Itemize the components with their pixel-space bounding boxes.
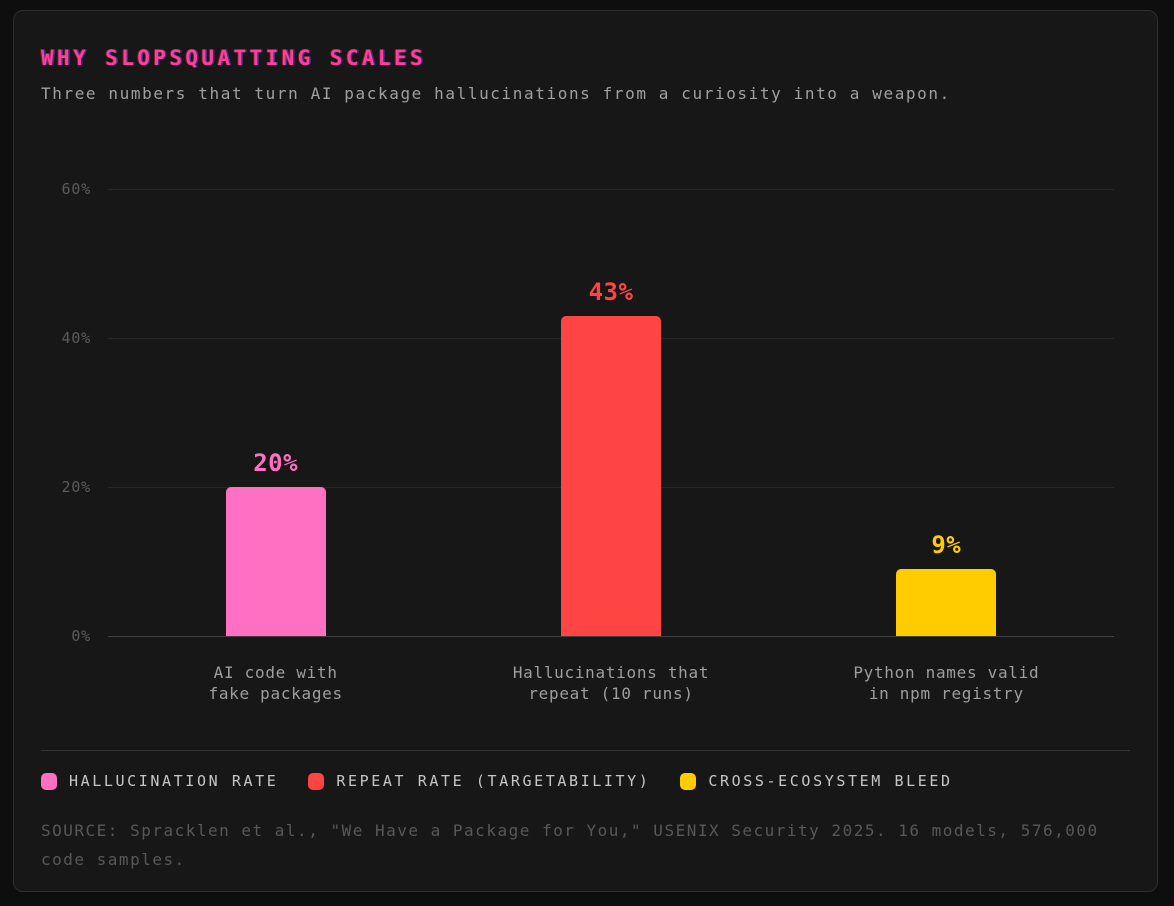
legend-item-hallucination-rate: HALLUCINATION RATE: [41, 772, 278, 790]
y-tick-40: 40%: [61, 328, 91, 347]
bar-value-label: 9%: [931, 530, 962, 559]
bar-column-repeat-rate: 43%: [443, 189, 778, 636]
chart-legend: HALLUCINATION RATE REPEAT RATE (TARGETAB…: [41, 772, 1130, 790]
legend-swatch-pink: [41, 772, 57, 790]
legend-divider: [41, 750, 1130, 751]
plot-area: 20% 43% 9%: [108, 189, 1114, 637]
y-axis: 60% 40% 20% 0%: [41, 180, 91, 645]
bar-cross-ecosystem: [896, 568, 997, 636]
page-subtitle: Three numbers that turn AI package hallu…: [41, 84, 951, 103]
x-axis-baseline: [108, 636, 1114, 637]
category-label-ai-code: AI code with fake packages: [208, 663, 343, 703]
bar-value-label: 20%: [253, 449, 299, 478]
bar-hallucination-rate: [225, 487, 326, 636]
bar-repeat-rate: [560, 315, 661, 636]
bar-column-cross-ecosystem: 9%: [779, 189, 1114, 636]
x-axis-category-labels: AI code with fake packages Hallucination…: [108, 662, 1114, 704]
category-label-python-npm: Python names valid in npm registry: [853, 663, 1040, 703]
bar-column-hallucination-rate: 20%: [108, 189, 443, 636]
bars-layer: 20% 43% 9%: [108, 189, 1114, 636]
page-title: WHY SLOPSQUATTING SCALES: [41, 46, 427, 70]
legend-swatch-red: [308, 772, 325, 790]
gridline-60: [108, 189, 1114, 190]
bar-chart: 60% 40% 20% 0% 20% 43% 9%: [41, 180, 1130, 645]
y-tick-20: 20%: [61, 478, 91, 496]
legend-item-cross-ecosystem: CROSS-ECOSYSTEM BLEED: [680, 772, 952, 790]
legend-label: REPEAT RATE (TARGETABILITY): [336, 772, 651, 790]
chart-card: WHY SLOPSQUATTING SCALES Three numbers t…: [13, 10, 1158, 892]
category-label-hallucinations-repeat: Hallucinations that repeat (10 runs): [512, 663, 710, 703]
source-citation: SOURCE: Spracklen et al., "We Have a Pac…: [41, 821, 1099, 869]
legend-label: CROSS-ECOSYSTEM BLEED: [708, 772, 953, 790]
legend-swatch-yellow: [680, 772, 697, 790]
y-tick-0: 0%: [71, 627, 91, 645]
bar-value-label: 43%: [588, 277, 634, 306]
y-tick-60: 60%: [61, 180, 91, 198]
legend-label: HALLUCINATION RATE: [69, 772, 279, 790]
legend-item-repeat-rate: REPEAT RATE (TARGETABILITY): [308, 772, 650, 790]
